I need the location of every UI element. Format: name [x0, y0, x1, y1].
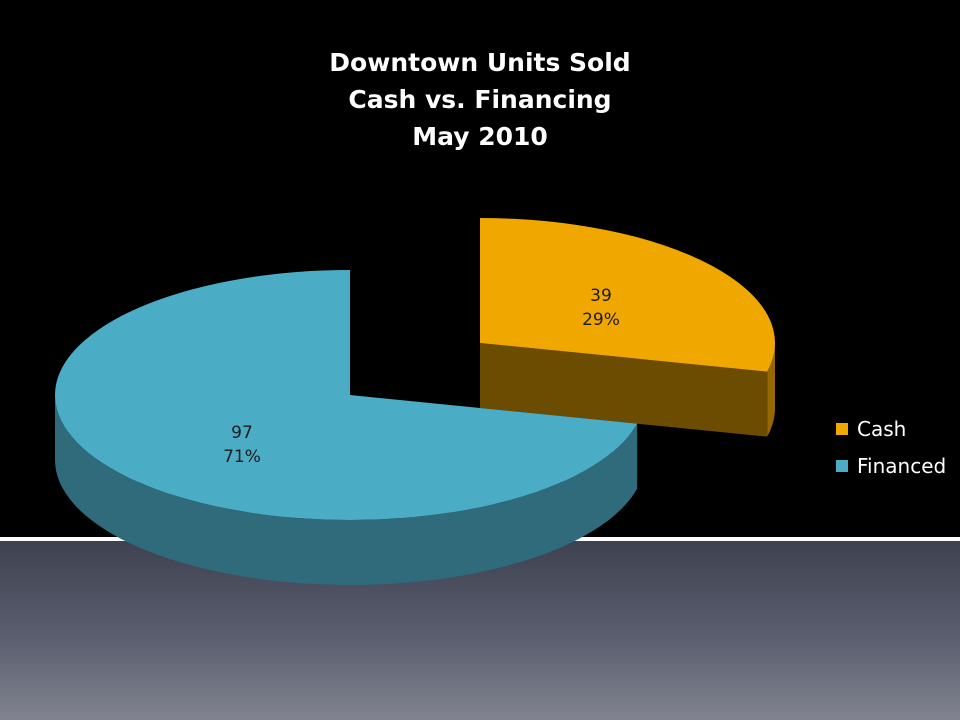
data-label-value-cash: 39 — [590, 286, 612, 306]
chart-title-line-2: Cash vs. Financing — [348, 85, 612, 114]
pie-slice-cash — [480, 218, 775, 372]
data-label-percent-cash: 29% — [582, 310, 620, 330]
pie-slice-face-cash — [480, 343, 768, 437]
data-label-percent-financed: 71% — [223, 447, 261, 467]
legend-item-financed: Financed — [836, 447, 946, 484]
chart-title: Downtown Units Sold Cash vs. Financing M… — [0, 44, 960, 155]
pie-slice-side-cash — [767, 343, 775, 437]
chart-title-line-3: May 2010 — [412, 122, 548, 151]
pie-slice-side-financed — [55, 395, 638, 585]
legend-swatch-financed — [836, 459, 848, 472]
chart-legend: Cash Financed — [836, 410, 946, 484]
chart-title-line-1: Downtown Units Sold — [329, 48, 631, 77]
pie-slice-financed — [54, 270, 638, 520]
data-label-value-financed: 97 — [231, 423, 253, 443]
legend-swatch-cash — [836, 422, 848, 435]
legend-item-cash: Cash — [836, 410, 946, 447]
legend-label-financed: Financed — [857, 453, 947, 478]
legend-label-cash: Cash — [857, 416, 907, 441]
